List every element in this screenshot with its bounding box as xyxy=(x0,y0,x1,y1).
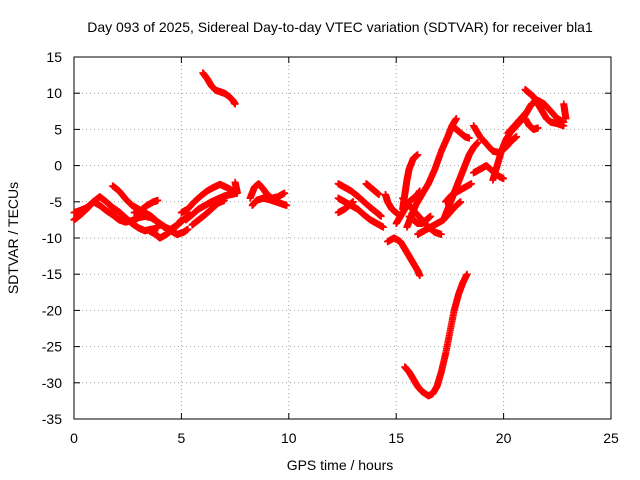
data-point xyxy=(416,272,424,280)
y-tick-label: -5 xyxy=(50,194,63,210)
x-axis-label: GPS time / hours xyxy=(287,457,394,473)
data-point xyxy=(220,196,228,204)
data-point xyxy=(379,223,387,231)
y-tick-label: -35 xyxy=(42,411,62,427)
data-point xyxy=(562,115,570,123)
data-point xyxy=(534,124,542,132)
x-tick-label: 10 xyxy=(281,430,297,446)
x-tick-label: 0 xyxy=(70,430,78,446)
y-tick-label: -15 xyxy=(42,266,62,282)
tick-labels: 0 5 10 15 20 25 -35 -30 -25 -20 -15 -10 -5 0 5 10 15 xyxy=(42,49,619,446)
x-tick-label: 15 xyxy=(388,430,404,446)
y-tick-label: 5 xyxy=(54,121,62,137)
x-tick-label: 25 xyxy=(603,430,619,446)
y-tick-label: -20 xyxy=(42,302,62,318)
data-point xyxy=(281,189,289,197)
data-point xyxy=(512,133,520,141)
x-tick-label: 5 xyxy=(178,430,186,446)
axis-ticks xyxy=(73,56,612,420)
data-point xyxy=(375,191,383,199)
y-tick-label: 15 xyxy=(46,49,62,65)
y-tick-label: -30 xyxy=(42,375,62,391)
data-point xyxy=(463,270,471,278)
data-point xyxy=(427,212,435,220)
data-point xyxy=(414,151,422,159)
data-point xyxy=(457,198,465,206)
data-point xyxy=(349,198,357,206)
data-point xyxy=(231,100,239,108)
x-tick-label: 20 xyxy=(496,430,512,446)
y-axis-label: SDTVAR / TECUs xyxy=(5,182,21,294)
data-point xyxy=(467,180,475,188)
data-point xyxy=(437,230,445,238)
data-point xyxy=(233,188,241,196)
chart-title: Day 093 of 2025, Sidereal Day-to-day VTE… xyxy=(87,19,593,35)
y-tick-label: -25 xyxy=(42,339,62,355)
data-point xyxy=(452,115,460,123)
data-point xyxy=(377,212,385,220)
data-point xyxy=(283,201,291,209)
data-point xyxy=(465,134,473,142)
y-tick-label: 10 xyxy=(46,85,62,101)
data-point xyxy=(184,225,192,233)
y-tick-label: -10 xyxy=(42,230,62,246)
data-point xyxy=(474,138,482,146)
data-series xyxy=(70,69,570,400)
y-tick-label: 0 xyxy=(54,158,62,174)
data-point xyxy=(154,196,162,204)
data-point xyxy=(500,175,508,183)
data-point xyxy=(560,122,568,130)
